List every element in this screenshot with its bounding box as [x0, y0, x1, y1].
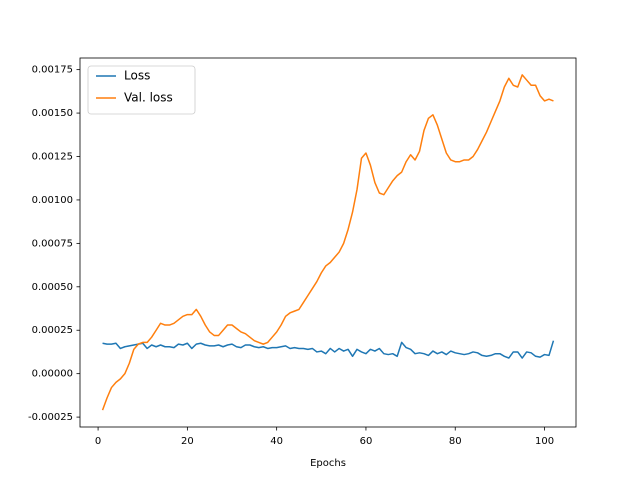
series-line [101, 74, 554, 411]
x-tick-label: 100 [535, 436, 554, 447]
y-tick-label: 0.00150 [32, 108, 73, 119]
legend-label: Val. loss [124, 91, 173, 105]
y-tick-label: 0.00050 [32, 282, 73, 293]
x-axis-label: Epochs [310, 458, 346, 469]
x-tick-label: 20 [181, 436, 194, 447]
plot-frame [79, 57, 577, 428]
legend-box [87, 65, 196, 115]
y-tick-label: 0.00125 [32, 152, 73, 163]
series-line [102, 340, 555, 359]
y-tick-label: -0.00025 [28, 412, 73, 423]
y-tick-label: 0.00075 [32, 238, 73, 249]
x-tick-label: 60 [360, 436, 373, 447]
x-tick-label: 0 [95, 436, 101, 447]
legend-label: Loss [124, 69, 150, 83]
y-tick-label: 0.00175 [32, 65, 73, 76]
x-tick-label: 40 [270, 436, 283, 447]
y-tick-label: 0.00100 [32, 195, 73, 206]
legend: Loss Val. loss [87, 65, 196, 115]
y-tick-label: 0.00000 [32, 369, 73, 380]
y-tick-label: 0.00025 [32, 325, 73, 336]
x-tick-label: 80 [449, 436, 462, 447]
